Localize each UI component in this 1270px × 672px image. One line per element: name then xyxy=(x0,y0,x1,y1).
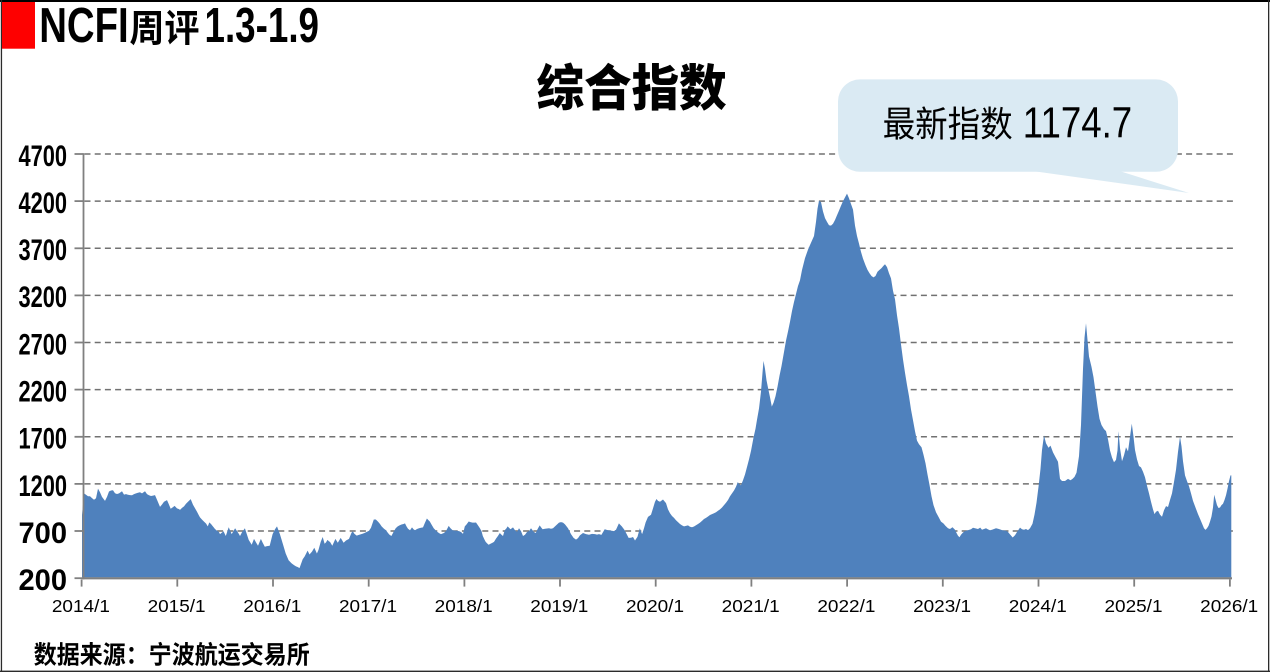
svg-text:2014/1: 2014/1 xyxy=(52,596,110,616)
svg-text:1200: 1200 xyxy=(19,471,68,503)
svg-text:200: 200 xyxy=(19,565,68,597)
svg-text:2024/1: 2024/1 xyxy=(1009,596,1067,616)
svg-text:3700: 3700 xyxy=(19,235,68,267)
svg-text:2020/1: 2020/1 xyxy=(626,596,684,616)
svg-text:2022/1: 2022/1 xyxy=(817,596,875,616)
svg-text:1.3-1.9: 1.3-1.9 xyxy=(205,0,320,53)
svg-text:700: 700 xyxy=(19,518,68,550)
svg-text:2200: 2200 xyxy=(19,377,68,409)
svg-text:2026/1: 2026/1 xyxy=(1200,596,1258,616)
svg-text:2016/1: 2016/1 xyxy=(243,596,301,616)
svg-text:2019/1: 2019/1 xyxy=(530,596,588,616)
svg-text:2021/1: 2021/1 xyxy=(722,596,780,616)
svg-text:2700: 2700 xyxy=(19,329,68,361)
svg-text:2017/1: 2017/1 xyxy=(339,596,397,616)
svg-text:1174.7: 1174.7 xyxy=(1023,99,1132,147)
svg-text:NCFI: NCFI xyxy=(39,0,129,53)
svg-text:1700: 1700 xyxy=(19,424,68,456)
svg-text:4200: 4200 xyxy=(19,188,68,220)
svg-text:2018/1: 2018/1 xyxy=(435,596,493,616)
svg-text:2025/1: 2025/1 xyxy=(1105,596,1163,616)
svg-text:2023/1: 2023/1 xyxy=(913,596,971,616)
svg-text:3200: 3200 xyxy=(19,282,68,314)
svg-text:4700: 4700 xyxy=(19,141,68,173)
svg-text:2015/1: 2015/1 xyxy=(148,596,206,616)
